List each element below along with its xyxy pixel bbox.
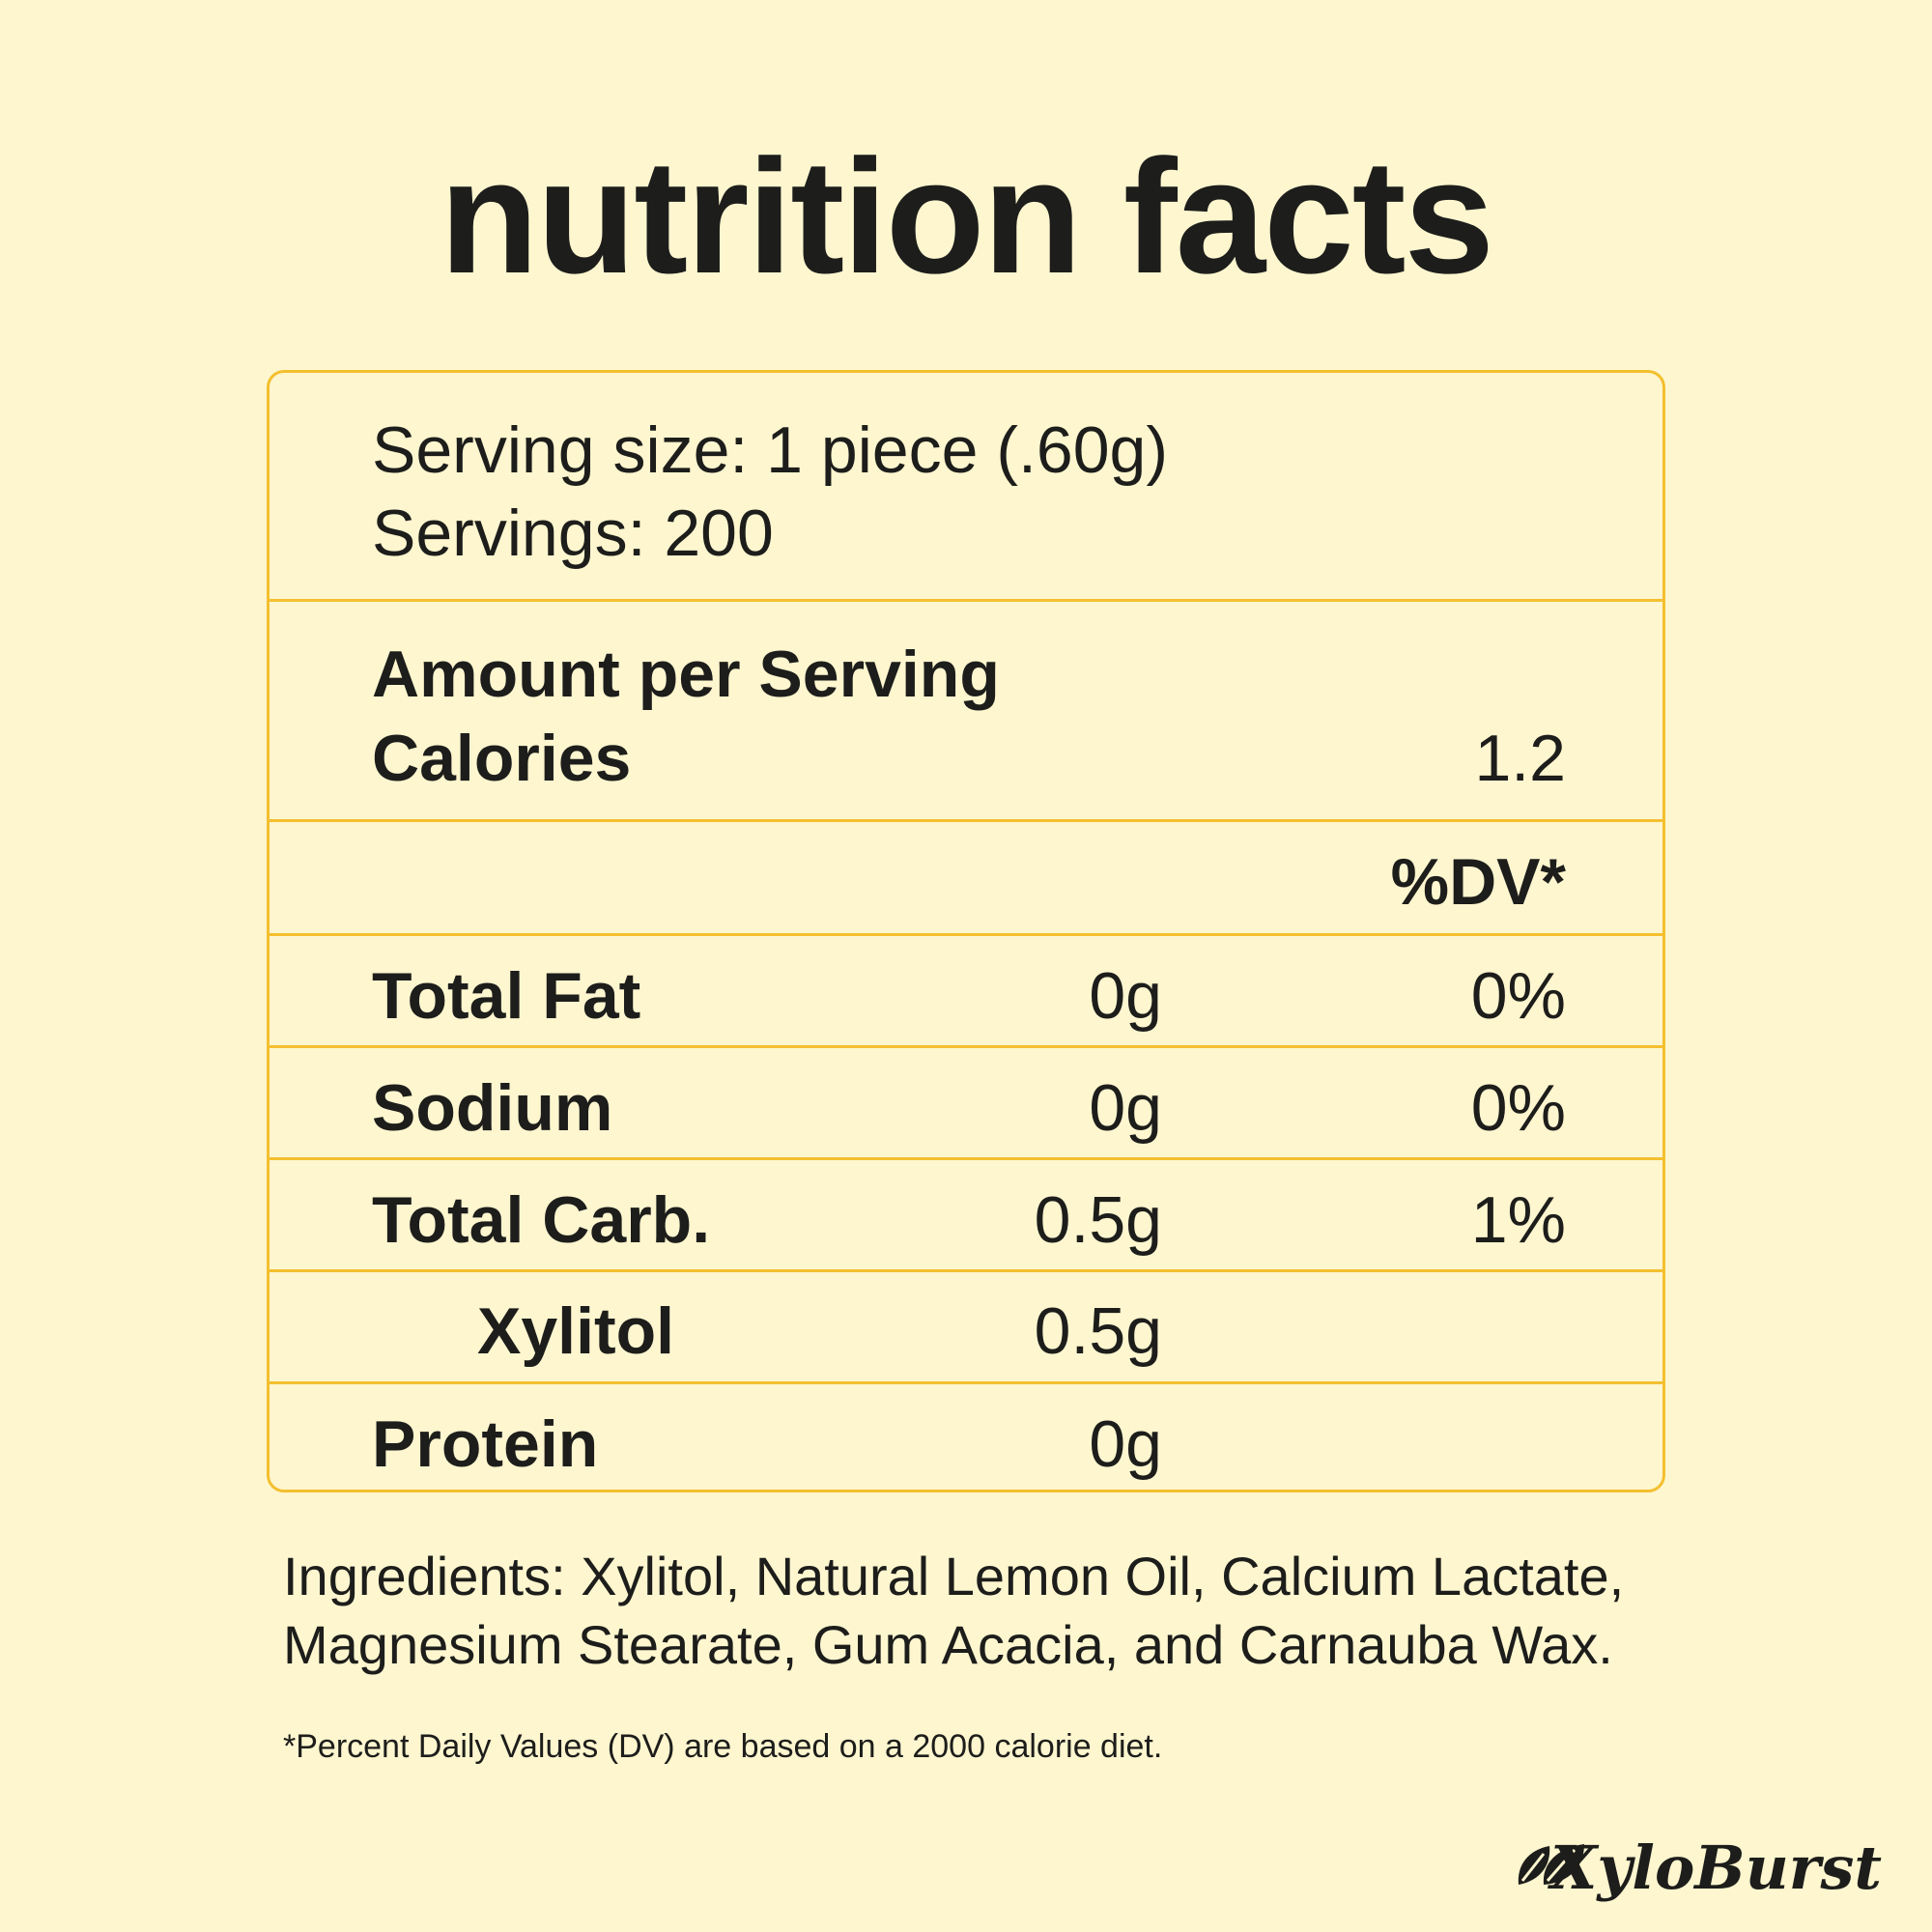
nutrient-label: Sodium: [372, 1070, 613, 1145]
brand-leaf-icon: [1518, 1844, 1584, 1885]
footnote: *Percent Daily Values (DV) are based on …: [283, 1728, 1163, 1766]
nutrient-amount: 0.5g: [1034, 1293, 1162, 1368]
calories-label: Calories: [372, 721, 632, 795]
facts-box: [267, 370, 1665, 1492]
nutrient-label: Xylitol: [477, 1293, 675, 1368]
nutrient-amount: 0g: [1089, 1070, 1162, 1145]
divider: [270, 819, 1662, 822]
nutrient-dv: 0%: [1470, 958, 1566, 1033]
nutrient-dv: 0%: [1470, 1070, 1566, 1145]
ingredients-line: Ingredients: Xylitol, Natural Lemon Oil,…: [283, 1546, 1625, 1607]
divider: [270, 1157, 1662, 1160]
divider: [270, 1269, 1662, 1272]
amount-heading: Amount per Serving: [372, 637, 1000, 711]
dv-header: %DV*: [1390, 844, 1566, 919]
nutrient-label: Total Carb.: [372, 1182, 711, 1257]
title: nutrition facts: [440, 126, 1494, 307]
nutrient-label: Protein: [372, 1406, 599, 1481]
nutrient-amount: 0g: [1089, 958, 1162, 1033]
divider: [270, 1381, 1662, 1384]
servings: Servings: 200: [372, 496, 774, 570]
serving-size: Serving size: 1 piece (.60g): [372, 412, 1168, 487]
calories-value: 1.2: [1474, 721, 1566, 795]
nutrient-label: Total Fat: [372, 958, 641, 1033]
brand-logo: XyloBurst: [1550, 1832, 1882, 1903]
nutrient-amount: 0.5g: [1034, 1182, 1162, 1257]
divider: [270, 933, 1662, 936]
nutrient-dv: 1%: [1470, 1182, 1566, 1257]
divider: [270, 1045, 1662, 1048]
divider: [270, 599, 1662, 602]
nutrient-amount: 0g: [1089, 1406, 1162, 1481]
ingredients-line: Magnesium Stearate, Gum Acacia, and Carn…: [283, 1614, 1613, 1676]
